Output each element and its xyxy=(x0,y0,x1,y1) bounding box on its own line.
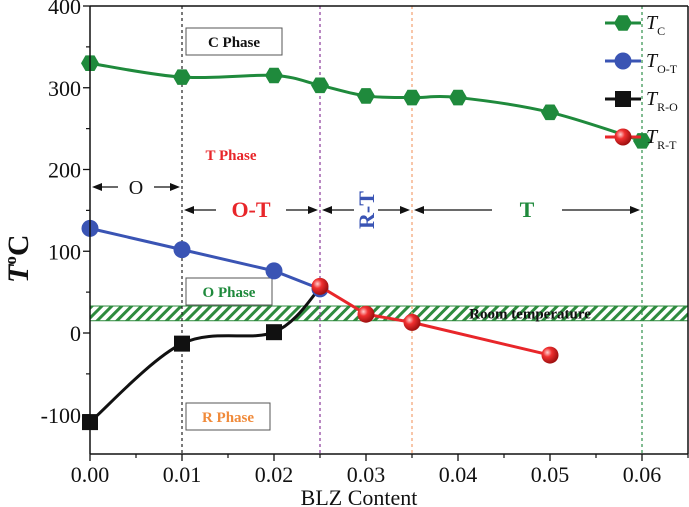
x-axis-label: BLZ Content xyxy=(301,485,418,507)
data-point xyxy=(403,89,421,106)
legend-symbol: T xyxy=(646,88,659,110)
y-label-unit: C xyxy=(2,235,35,257)
y-label-symbol: T xyxy=(2,263,35,283)
right-arrowhead-icon xyxy=(170,183,180,191)
room-temperature-label: Room temperature xyxy=(469,307,591,323)
region-label-r-t: R-T xyxy=(354,191,379,229)
data-point xyxy=(541,104,559,121)
y-tick-label: 0 xyxy=(70,321,81,346)
series-t-r-o xyxy=(82,286,322,431)
data-point xyxy=(403,313,421,331)
series-line xyxy=(319,285,551,357)
data-point xyxy=(311,77,329,94)
y-axis-label: ToC xyxy=(1,235,35,284)
left-arrowhead-icon xyxy=(322,206,332,214)
data-point xyxy=(173,69,191,85)
left-arrowhead-icon xyxy=(92,183,102,191)
data-point xyxy=(449,89,467,106)
left-arrowhead-icon xyxy=(184,206,194,214)
x-tick-label: 0.05 xyxy=(531,462,570,487)
legend-symbol: T xyxy=(646,50,659,72)
data-point xyxy=(265,67,283,84)
phase-label-box xyxy=(185,27,283,56)
series-line xyxy=(89,226,321,291)
y-tick-label: 100 xyxy=(48,239,81,264)
region-label-o: O xyxy=(129,177,143,199)
phase-label: R Phase xyxy=(202,410,254,426)
phase-label: T Phase xyxy=(206,148,257,164)
data-point xyxy=(265,262,283,280)
phase-label-box xyxy=(185,277,273,306)
legend-subscript: R-T xyxy=(657,138,677,152)
data-point xyxy=(173,241,191,259)
legend-label: TR-T xyxy=(646,126,677,152)
legend-symbol: T xyxy=(646,126,659,148)
right-arrowhead-icon xyxy=(400,206,410,214)
legend-marker xyxy=(614,52,632,70)
x-tick-label: 0.01 xyxy=(163,462,202,487)
x-tick-label: 0.03 xyxy=(347,462,386,487)
legend-symbol: T xyxy=(646,12,659,34)
y-label-superscript: o xyxy=(1,256,20,265)
region-label-t: T xyxy=(520,197,535,222)
legend-label: TR-O xyxy=(646,88,678,114)
legend-subscript: C xyxy=(657,24,665,38)
series-line xyxy=(89,286,322,424)
legend-marker xyxy=(614,15,632,31)
legend-subscript: R-O xyxy=(657,100,678,114)
legend-subscript: O-T xyxy=(657,62,678,76)
data-point xyxy=(541,346,559,364)
phase-label-box xyxy=(185,402,271,431)
data-point xyxy=(174,335,190,352)
data-point xyxy=(357,88,375,104)
left-arrowhead-icon xyxy=(414,206,424,214)
legend-label: TO-T xyxy=(646,50,678,76)
legend-label: TC xyxy=(646,12,665,38)
right-arrowhead-icon xyxy=(630,206,640,214)
x-tick-label: 0.06 xyxy=(623,462,662,487)
x-tick-label: 0.02 xyxy=(255,462,294,487)
phase-label: C Phase xyxy=(208,35,260,51)
region-label-o-t: O-T xyxy=(231,197,270,222)
y-tick-label: 200 xyxy=(48,158,81,183)
data-point xyxy=(266,324,282,341)
phase-label: O Phase xyxy=(203,285,256,301)
data-point xyxy=(311,277,329,295)
series-t-c xyxy=(81,55,651,149)
x-tick-label: 0.00 xyxy=(71,462,110,487)
legend-marker xyxy=(615,91,631,107)
y-tick-label: -100 xyxy=(41,403,81,428)
right-arrowhead-icon xyxy=(308,206,318,214)
data-point xyxy=(357,305,375,323)
x-tick-label: 0.04 xyxy=(439,462,478,487)
legend-marker xyxy=(614,128,632,146)
y-tick-label: 300 xyxy=(48,76,81,101)
y-tick-label: 400 xyxy=(48,0,81,19)
series-t-r-t xyxy=(311,277,559,364)
